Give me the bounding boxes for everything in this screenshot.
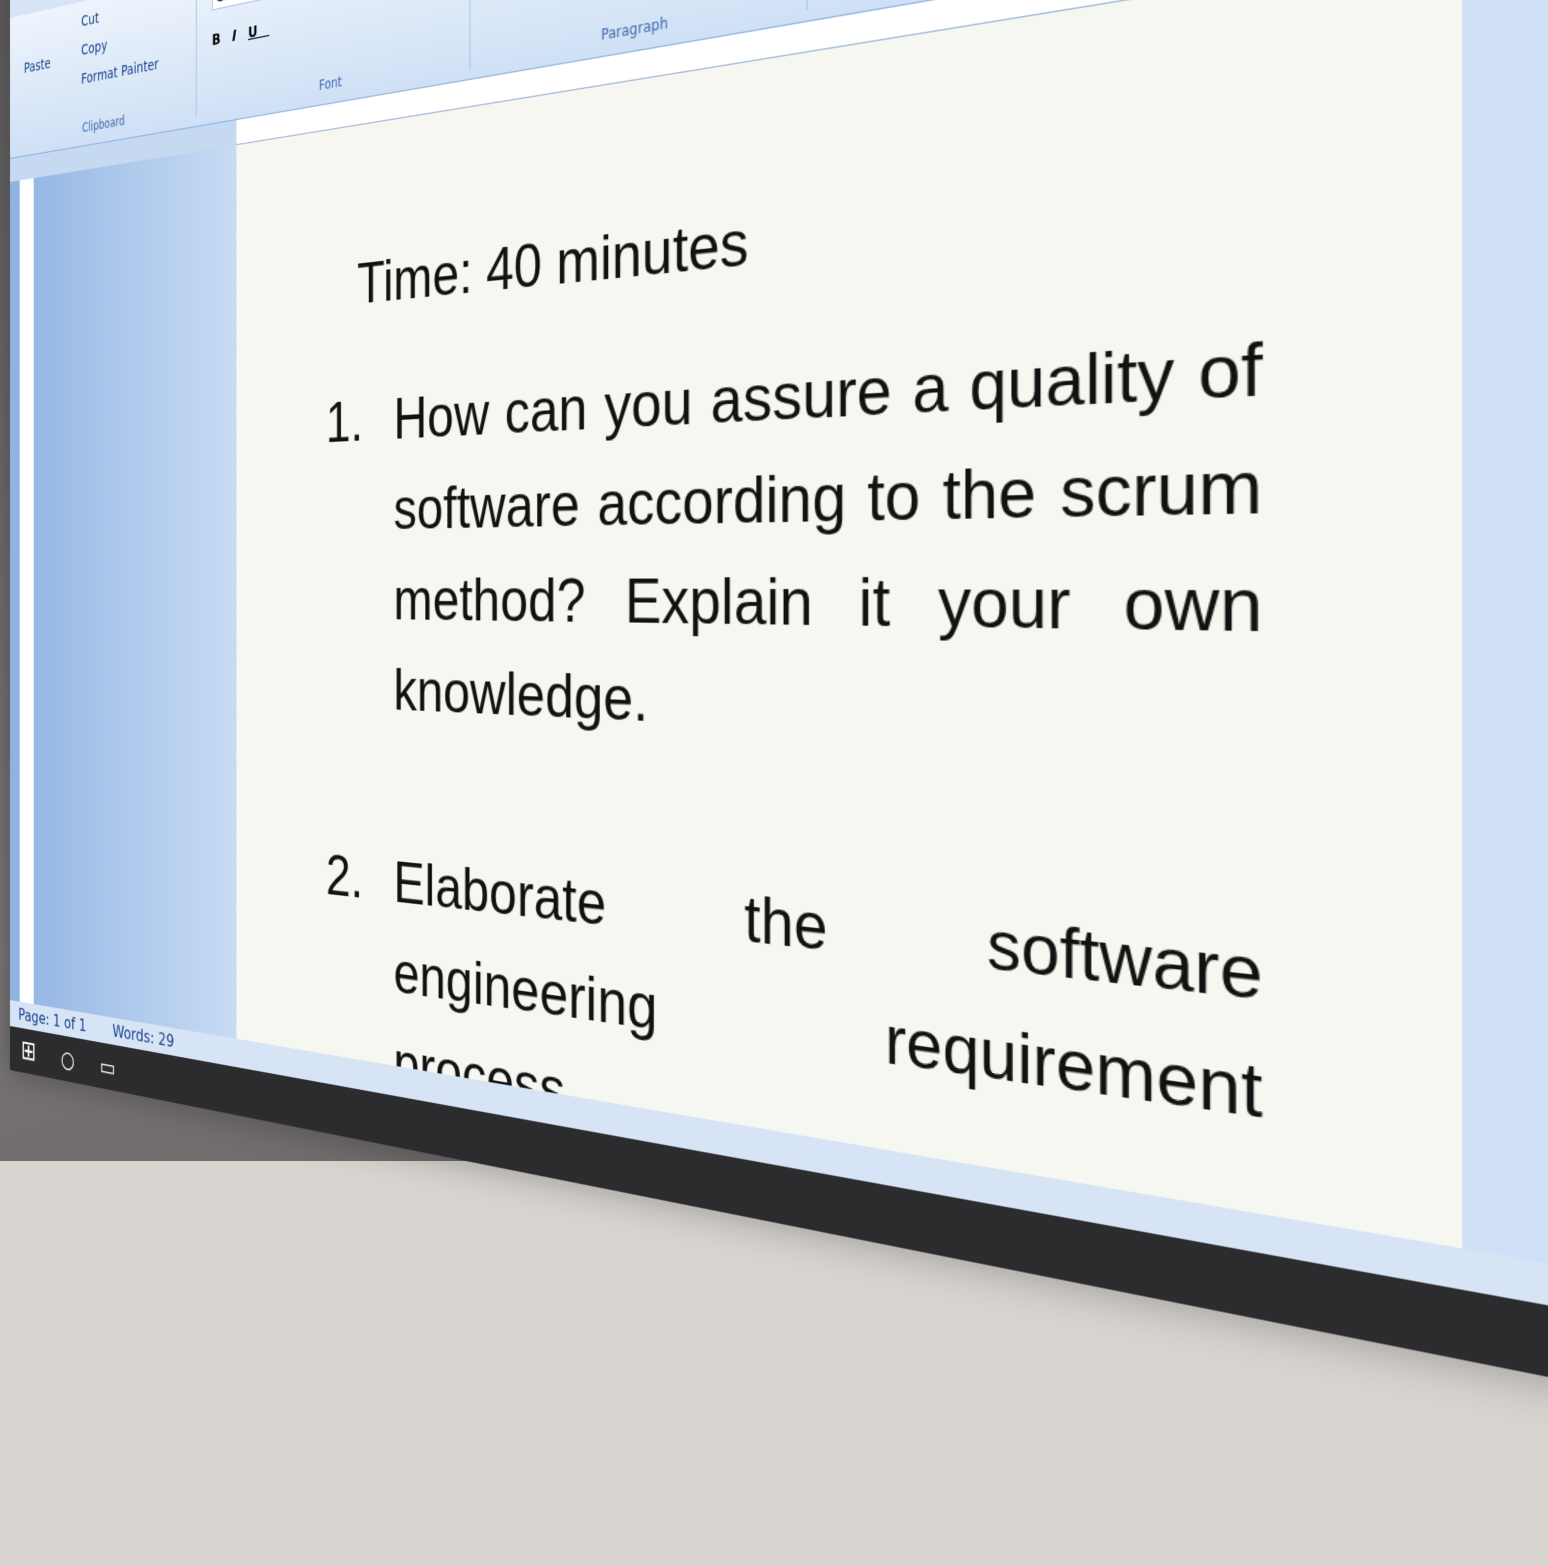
list-text: How can you assure a quality of software…: [394, 327, 1263, 734]
clipboard-group: Paste Cut Copy Format Painter Clipboard: [17, 0, 197, 149]
cut[interactable]: Cut: [81, 10, 99, 30]
search-button[interactable]: ○: [61, 1046, 75, 1074]
format-painter[interactable]: Format Painter: [81, 56, 159, 88]
list-number: 1.: [326, 376, 363, 467]
copy[interactable]: Copy: [81, 37, 107, 59]
word-window: New Microsoft Office Word Document.docx …: [10, 0, 1548, 1520]
paste[interactable]: Paste: [24, 55, 51, 77]
format-buttons: BIU: [212, 20, 269, 49]
group-label: Clipboard: [17, 100, 196, 147]
list-item: 1.How can you assure a quality of softwa…: [394, 311, 1263, 782]
font-name[interactable]: Calibri (Body): [212, 0, 366, 11]
task-view[interactable]: ▭: [100, 1054, 116, 1083]
document-heading: Time: 40 minutes: [357, 205, 749, 317]
list-number: 2.: [326, 831, 363, 924]
page: Time: 40 minutes 1.How can you assure a …: [236, 0, 1462, 1248]
photo: {"window":{"title":"New Microsoft Office…: [0, 0, 1548, 1161]
stage: New Microsoft Office Word Document.docx …: [0, 0, 1548, 1161]
vertical-ruler: [20, 178, 34, 1004]
start-button[interactable]: ⊞: [21, 1035, 36, 1068]
